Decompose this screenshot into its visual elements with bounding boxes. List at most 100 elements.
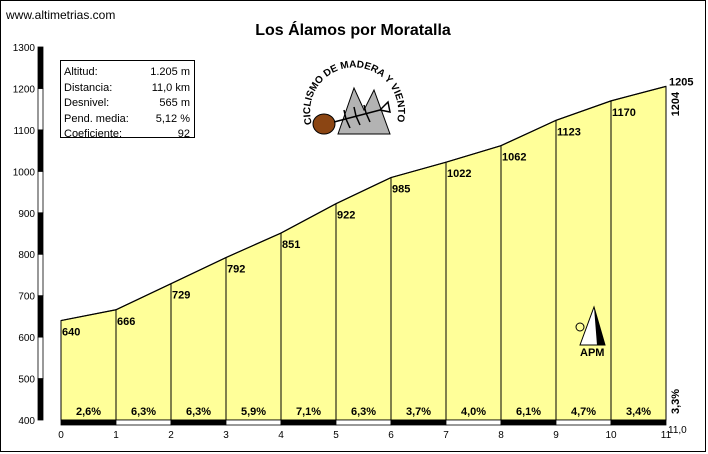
info-row-altitude: Altitud: 1.205 m [64,65,190,81]
profile-line [60,85,667,322]
logo-fish-bones [333,100,391,129]
end-distance-label: 11,0 [668,425,687,436]
y-tick-label: 700 [18,292,35,303]
x-axis-band [335,419,392,426]
info-row-elevation-gain: Desnivel: 565 m [64,96,190,112]
altitude-label: 1205 [669,76,693,88]
slope-label: 6,3% [186,406,211,418]
y-tick-label: 1200 [13,84,36,95]
slope-label: 5,9% [241,406,266,418]
x-axis-band [280,419,337,426]
route-info-box: Altitud: 1.205 m Distancia: 11,0 km Desniv… [60,60,195,140]
altitude-label: 729 [172,290,190,302]
y-axis-band [37,129,44,172]
info-label: Altitud: [64,66,98,78]
end-altitude-label: 1204 [670,91,682,116]
y-tick-label: 400 [18,416,35,427]
y-tick-label: 900 [18,209,35,220]
info-value: 11,0 km [151,81,190,94]
x-axis-band [555,419,612,426]
cyclist-icon [575,322,585,332]
y-tick-label: 1000 [13,167,36,178]
y-axis-band [37,295,44,338]
y-axis: 400 500 600 700 800 900 1000 1100 1200 1300 [13,43,44,427]
club-logo: CICLISMO DE MADERA Y VIENTO [302,59,406,142]
mountain-shade [594,307,605,345]
info-value: 92 [177,128,190,140]
slope-label: 6,3% [131,406,156,418]
y-tick-label: 1300 [13,43,36,54]
altitude-label: 1170 [612,107,636,119]
logo-mountains [337,86,391,135]
y-axis-band [37,46,44,89]
x-axis-band [115,419,172,426]
info-label: Desnivel: [64,97,110,109]
altitude-label: 922 [337,210,355,222]
info-value: 1.205 m [150,66,190,78]
altitude-label: 666 [117,316,135,328]
y-axis-band [37,170,44,214]
x-tick-label: 3 [223,430,229,441]
slope-label: 3,7% [406,406,431,418]
y-tick-label: 500 [18,375,35,386]
site-url: www.altimetrias.com [6,8,116,22]
slope-label: 6,3% [351,406,376,418]
y-axis-band [37,253,44,297]
y-tick-label: 600 [18,333,35,344]
y-tick-label: 800 [18,250,35,261]
altitude-label: 1123 [557,126,581,138]
x-tick-label: 10 [605,430,617,441]
altitude-label: 640 [62,327,80,339]
slope-label: 4,0% [461,406,486,418]
chart-title: Los Álamos por Moratalla [255,22,451,39]
y-axis-band [37,212,44,255]
x-tick-label: 9 [553,430,559,441]
x-tick-label: 8 [498,430,504,441]
info-label: Pend. media: [64,112,129,125]
logo-fish-head [312,113,336,135]
y-axis-band [37,336,44,379]
y-tick-label: 1100 [13,126,35,137]
info-value: 565 m [159,97,190,109]
x-tick-label: 11 [661,430,672,441]
profile-area: 640 666 729 792 851 922 985 1022 1062 1123 1170 120… [60,76,693,421]
y-axis-band [37,88,44,131]
slope-label: 6,1% [516,406,541,418]
end-slope-label: 3,3% [670,389,682,414]
altitude-label: 985 [392,184,410,196]
altitude-label: 792 [227,264,245,276]
info-label: Coeficiente: [64,128,123,140]
x-tick-label: 5 [333,430,339,441]
info-label: Distancia: [64,81,113,94]
x-tick-label: 6 [388,430,394,441]
x-axis-band [445,419,502,426]
apm-label: APM [580,347,604,359]
x-tick-label: 7 [443,430,449,441]
x-axis-band [170,419,227,426]
x-axis-band [390,419,447,426]
x-tick-label: 2 [168,430,174,441]
slope-label: 2,6% [76,406,101,418]
slope-label: 7,1% [296,406,321,418]
x-axis-band [500,419,557,426]
apm-marker: APM [575,305,606,359]
x-tick-label: 0 [58,430,64,441]
altitude-label: 1062 [502,152,526,164]
x-axis: 0 1 2 3 4 5 6 7 8 9 10 11 [58,430,671,441]
x-tick-label: 1 [113,430,119,441]
slope-label: 4,7% [571,406,596,418]
x-axis-band [225,419,282,426]
altitude-label: 1022 [447,168,471,180]
end-labels: 1204 3,3% 11,0 [668,91,687,436]
x-axis-band [60,419,117,426]
altitude-label: 851 [282,239,300,251]
y-axis-band [37,378,44,421]
segment-slopes: 2,6% 6,3% 6,3% 5,9% 7,1% 6,3% 3,7% 4,0% 6,1% 4,7%… [60,406,667,426]
x-axis-band [610,419,667,426]
info-row-average-grade: Pend. media: 5,12 % [64,112,190,128]
slope-label: 3,4% [626,406,651,418]
info-row-distance: Distancia: 11,0 km [64,81,190,97]
info-value: 5,12 % [155,112,190,125]
info-row-coefficient: Coeficiente: 92 [64,127,190,143]
